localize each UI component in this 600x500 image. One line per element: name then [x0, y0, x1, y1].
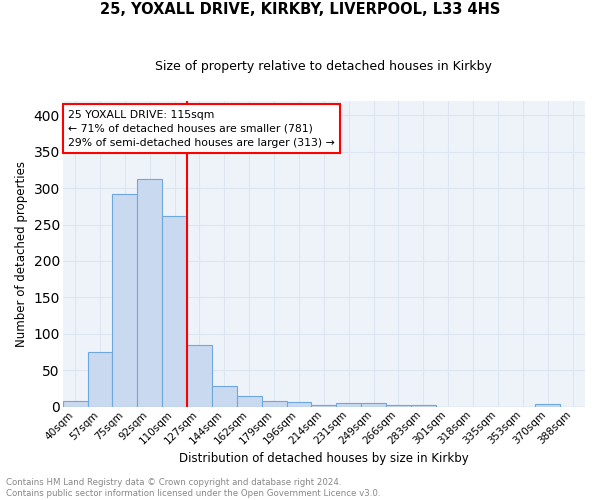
- Text: 25 YOXALL DRIVE: 115sqm
← 71% of detached houses are smaller (781)
29% of semi-d: 25 YOXALL DRIVE: 115sqm ← 71% of detache…: [68, 110, 335, 148]
- Bar: [386, 404, 411, 407]
- Bar: [137, 180, 162, 407]
- Bar: [187, 345, 212, 407]
- Bar: [237, 396, 262, 407]
- Y-axis label: Number of detached properties: Number of detached properties: [15, 160, 28, 346]
- Text: 25, YOXALL DRIVE, KIRKBY, LIVERPOOL, L33 4HS: 25, YOXALL DRIVE, KIRKBY, LIVERPOOL, L33…: [100, 2, 500, 18]
- Bar: [63, 401, 88, 407]
- X-axis label: Distribution of detached houses by size in Kirkby: Distribution of detached houses by size …: [179, 452, 469, 465]
- Bar: [311, 404, 336, 407]
- Bar: [535, 404, 560, 407]
- Bar: [411, 404, 436, 407]
- Bar: [361, 403, 386, 407]
- Bar: [162, 216, 187, 407]
- Bar: [88, 352, 112, 407]
- Bar: [112, 194, 137, 407]
- Text: Contains HM Land Registry data © Crown copyright and database right 2024.
Contai: Contains HM Land Registry data © Crown c…: [6, 478, 380, 498]
- Bar: [287, 402, 311, 407]
- Bar: [262, 401, 287, 407]
- Title: Size of property relative to detached houses in Kirkby: Size of property relative to detached ho…: [155, 60, 492, 73]
- Bar: [212, 386, 237, 407]
- Bar: [336, 403, 361, 407]
